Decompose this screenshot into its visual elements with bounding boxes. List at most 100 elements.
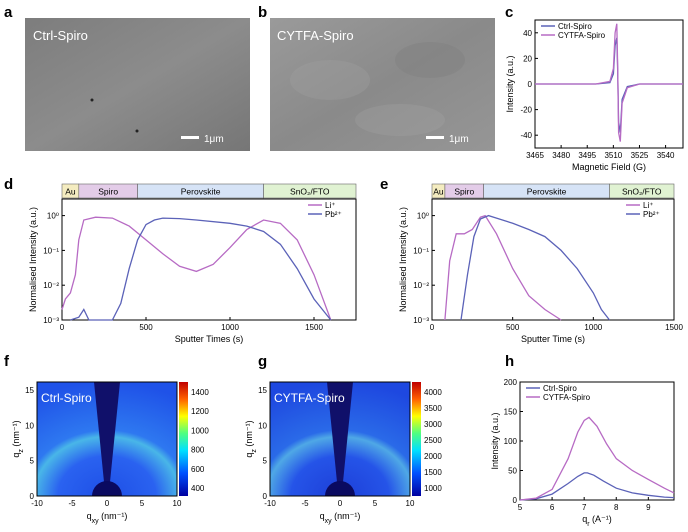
x-tick-label: -5 <box>68 499 76 508</box>
chart-epr: 3465 3480 3495 3510 3525 3540 -40 -20 0 20 40 Magne… <box>505 19 684 172</box>
x-tick-label: 0 <box>105 499 110 508</box>
y-tick-label: 10⁰ <box>417 212 429 221</box>
series-line <box>61 216 332 321</box>
panel-label-c: c <box>505 4 513 21</box>
y-tick-label: 10⁻² <box>43 281 59 290</box>
y-tick-label: 15 <box>258 386 267 395</box>
legend-label: CYTFA-Spiro <box>558 31 606 40</box>
x-tick-label: 6 <box>550 503 555 512</box>
x-axis-label: qxy (nm⁻¹) <box>87 511 128 525</box>
legend-label: Ctrl-Spiro <box>543 384 577 393</box>
y-tick-label: 10⁻¹ <box>43 246 59 255</box>
legend-label: Li⁺ <box>643 201 653 210</box>
layer-label: Au <box>65 187 76 197</box>
colorbar <box>179 382 188 496</box>
x-tick-label: 8 <box>614 503 619 512</box>
y-tick-label: 150 <box>504 408 518 417</box>
x-tick-label: 10 <box>173 499 182 508</box>
x-axis-label: Sputter Time (s) <box>521 334 585 344</box>
scale-bar <box>426 136 444 139</box>
x-tick-label: -10 <box>31 499 43 508</box>
series-line <box>519 472 675 501</box>
y-axis-label: Normalised Intensity (a.u.) <box>398 207 408 312</box>
x-tick-label: 5 <box>140 499 145 508</box>
y-tick-label: 10 <box>258 421 267 430</box>
y-tick-label: 10⁻¹ <box>413 246 429 255</box>
colorbar-tick-label: 1500 <box>424 468 442 477</box>
legend-label: Pb²⁺ <box>325 210 342 219</box>
colorbar-tick-label: 1400 <box>191 388 209 397</box>
gixd-map-cytfa: CYTFA-Spiro 4000350030002500200015001000… <box>244 381 442 525</box>
layer-label: Au <box>433 187 444 197</box>
colorbar-tick-label: 1000 <box>424 484 442 493</box>
legend-label: Pb²⁺ <box>643 210 660 219</box>
panel-label-a: a <box>4 4 13 21</box>
y-tick-label: 0 <box>30 492 35 501</box>
x-axis-label: Sputter Times (s) <box>175 334 244 344</box>
y-tick-label: 50 <box>508 467 517 476</box>
layer-band <box>263 183 357 199</box>
series-line <box>70 217 332 321</box>
x-tick-label: 0 <box>430 323 435 332</box>
gixd-label-cytfa: CYTFA-Spiro <box>274 391 345 405</box>
legend-label: Li⁺ <box>325 201 335 210</box>
layer-band <box>609 183 675 199</box>
x-tick-label: -10 <box>264 499 276 508</box>
x-tick-label: 500 <box>139 323 153 332</box>
layer-label: SnO₂/FTO <box>622 187 662 197</box>
x-tick-label: 3525 <box>631 151 649 160</box>
y-tick-label: 200 <box>504 378 518 387</box>
colorbar-ticks: 4000 3500 3000 2500 2000 1500 1000 <box>424 388 442 493</box>
panel-label-d: d <box>4 176 13 193</box>
series-line <box>519 416 675 501</box>
x-tick-label: 9 <box>646 503 651 512</box>
colorbar-tick-label: 400 <box>191 484 205 493</box>
colorbar-tick-label: 600 <box>191 465 205 474</box>
panel-label-b: b <box>258 4 267 21</box>
colorbar-tick-label: 1200 <box>191 407 209 416</box>
x-tick-label: 3465 <box>526 151 544 160</box>
plot-frame <box>269 381 411 497</box>
y-axis-label: Intensity (a.u.) <box>490 412 500 469</box>
x-tick-label: 3495 <box>578 151 596 160</box>
gixd-map-ctrl: Ctrl-Spiro 1400 1200 1000 800 600 400 -10 -5 0 5… <box>11 381 209 525</box>
x-tick-label: 3480 <box>552 151 570 160</box>
colorbar-ticks: 1400 1200 1000 800 600 400 <box>191 388 209 493</box>
x-axis-label: Magnetic Field (G) <box>572 162 646 172</box>
sem-label-ctrl: Ctrl-Spiro <box>33 28 88 43</box>
y-tick-label: 40 <box>523 29 532 38</box>
layer-label: Perovskite <box>527 187 567 197</box>
chart-tofsims-ctrl: Au Spiro Perovskite SnO₂/FTO 0 500 1000 1500 10⁻… <box>28 183 357 344</box>
panel-label-g: g <box>258 353 267 370</box>
y-tick-label: 10⁻³ <box>413 316 429 325</box>
layer-label: SnO₂/FTO <box>290 187 330 197</box>
plot-frame <box>431 198 675 321</box>
series-line <box>535 37 683 133</box>
x-tick-label: 1500 <box>665 323 683 332</box>
x-tick-label: 10 <box>406 499 415 508</box>
x-tick-label: 5 <box>373 499 378 508</box>
scale-bar <box>181 136 199 139</box>
sem-image-cytfa: CYTFA-Spiro 1μm <box>270 18 495 151</box>
chart-gixd-profile: 5 6 7 8 9 0 50 100 150 200 qr (A⁻¹) Intensity (a.u.… <box>490 378 675 528</box>
x-tick-label: 1000 <box>221 323 239 332</box>
x-tick-label: 1500 <box>305 323 323 332</box>
colorbar-tick-label: 2000 <box>424 452 442 461</box>
y-tick-label: 5 <box>263 457 268 466</box>
y-axis-label: Normalised Intensity (a.u.) <box>28 207 38 312</box>
colorbar-tick-label: 1000 <box>191 426 209 435</box>
y-tick-label: 0 <box>263 492 268 501</box>
plot-frame <box>61 198 357 321</box>
sem-label-cytfa: CYTFA-Spiro <box>277 28 354 43</box>
x-tick-label: 7 <box>582 503 587 512</box>
y-tick-label: 10⁻² <box>413 281 429 290</box>
y-tick-label: -40 <box>520 131 532 140</box>
layer-label: Spiro <box>454 187 474 197</box>
panel-label-f: f <box>4 353 10 370</box>
layer-label: Perovskite <box>181 187 221 197</box>
colorbar-tick-label: 4000 <box>424 388 442 397</box>
gixd-axes: -10 -5 0 5 10 0 5 10 15 qxy (nm⁻¹) qz (nm⁻¹) <box>244 381 415 525</box>
x-tick-label: 1000 <box>584 323 602 332</box>
x-tick-label: 0 <box>338 499 343 508</box>
